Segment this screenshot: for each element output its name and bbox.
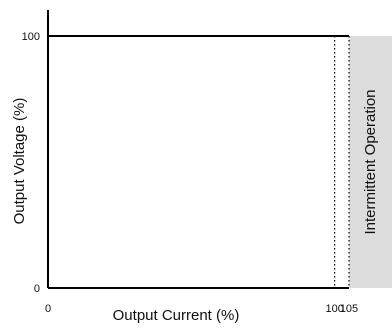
intermittent-operation-region xyxy=(349,36,392,288)
y-tick-label-100: 100 xyxy=(22,31,40,43)
x-axis-label: Output Current (%) xyxy=(113,307,240,324)
shaded-region-layer: Intermittent Operation xyxy=(349,36,392,288)
x-tick-label-105: 105 xyxy=(340,303,358,315)
x-tick-label-100: 100 xyxy=(325,303,343,315)
x-tick-label-0: 0 xyxy=(45,303,51,315)
axes xyxy=(47,10,349,289)
reference-lines xyxy=(334,36,350,288)
intermittent-operation-label: Intermittent Operation xyxy=(362,89,379,234)
y-axis-label: Output Voltage (%) xyxy=(11,98,28,225)
y-tick-label-0: 0 xyxy=(34,283,40,295)
